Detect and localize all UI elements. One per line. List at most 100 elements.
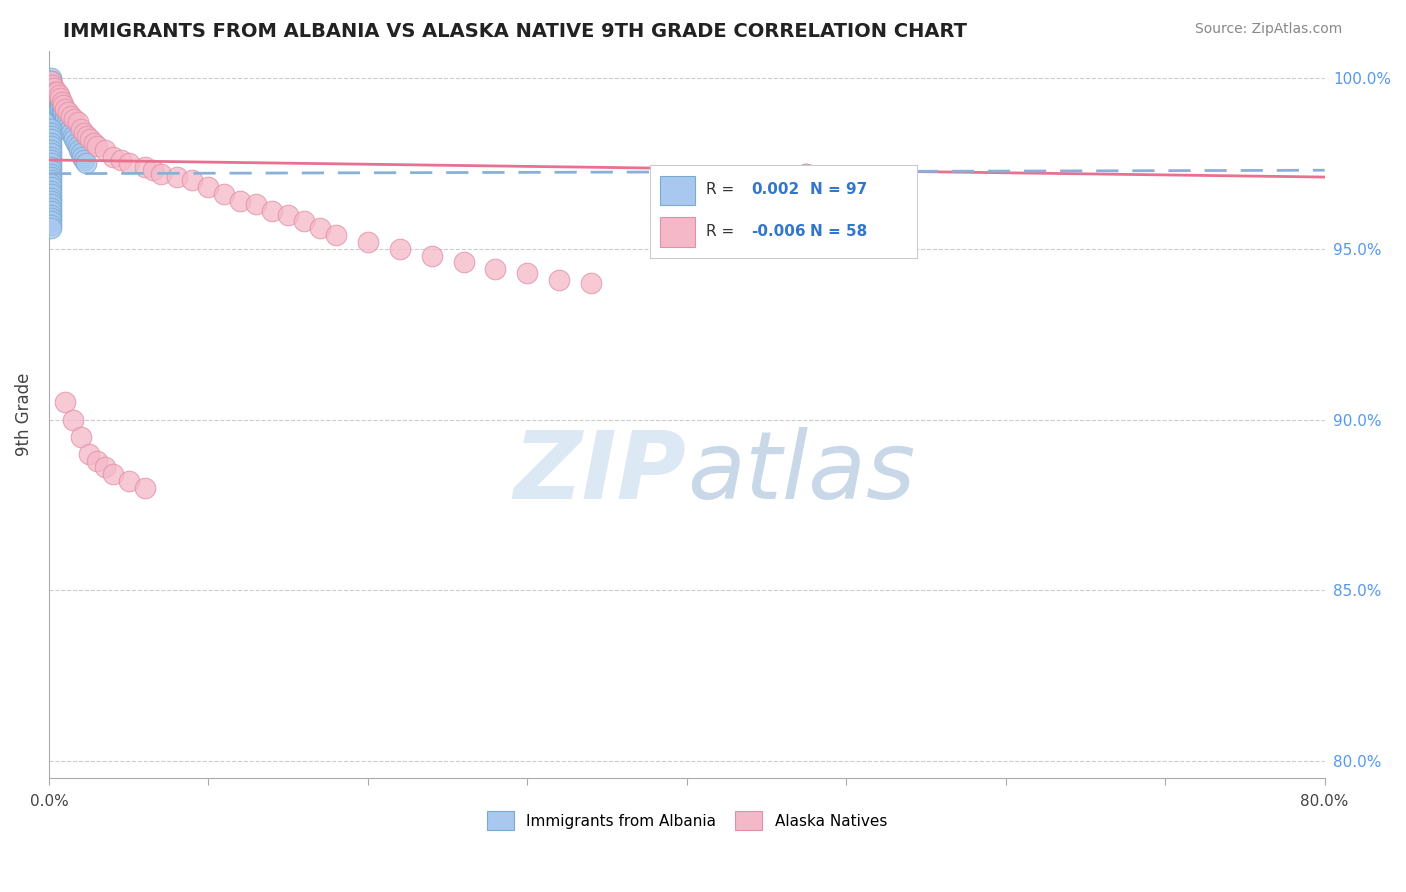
- Point: [41, 85, 63, 99]
- Point: [39, 184, 62, 198]
- Text: Source: ZipAtlas.com: Source: ZipAtlas.com: [1195, 22, 1343, 37]
- Point: [39, 81, 62, 95]
- Text: -0.006: -0.006: [751, 224, 806, 239]
- Point: [42, 98, 65, 112]
- Point: [134, 481, 156, 495]
- Point: [420, 249, 443, 263]
- Point: [277, 208, 299, 222]
- Point: [41, 88, 63, 103]
- Point: [59, 122, 82, 136]
- Point: [309, 221, 332, 235]
- Point: [39, 153, 62, 167]
- Point: [166, 169, 188, 184]
- Point: [39, 122, 62, 136]
- Point: [39, 177, 62, 191]
- Point: [48, 88, 70, 103]
- Text: ZIP: ZIP: [515, 426, 686, 518]
- Point: [86, 139, 108, 153]
- Point: [62, 129, 84, 144]
- Point: [62, 412, 84, 426]
- Point: [214, 187, 236, 202]
- Point: [39, 74, 62, 88]
- Point: [77, 447, 100, 461]
- Point: [39, 218, 62, 232]
- Point: [39, 91, 62, 105]
- Point: [42, 102, 65, 116]
- Point: [44, 88, 66, 103]
- Point: [73, 126, 96, 140]
- Point: [86, 453, 108, 467]
- Text: R =: R =: [706, 224, 734, 239]
- Point: [39, 211, 62, 225]
- Point: [41, 102, 63, 116]
- Point: [101, 150, 124, 164]
- Point: [49, 102, 72, 116]
- Point: [41, 78, 63, 92]
- Point: [70, 122, 93, 136]
- Text: N = 97: N = 97: [810, 183, 868, 197]
- Point: [39, 221, 62, 235]
- Point: [46, 95, 69, 109]
- Point: [39, 136, 62, 150]
- Point: [70, 430, 93, 444]
- Point: [56, 105, 79, 120]
- Point: [63, 132, 86, 146]
- Point: [42, 85, 65, 99]
- Point: [73, 153, 96, 167]
- Point: [70, 146, 93, 161]
- Text: atlas: atlas: [686, 427, 915, 518]
- Point: [39, 194, 62, 208]
- Point: [76, 129, 98, 144]
- Point: [39, 98, 62, 112]
- Point: [39, 78, 62, 92]
- Point: [42, 81, 65, 95]
- Point: [39, 156, 62, 170]
- Legend: Immigrants from Albania, Alaska Natives: Immigrants from Albania, Alaska Natives: [481, 805, 893, 836]
- Point: [803, 169, 825, 184]
- Point: [39, 102, 62, 116]
- Point: [262, 204, 284, 219]
- Point: [39, 180, 62, 194]
- Point: [53, 112, 76, 126]
- Point: [39, 167, 62, 181]
- Point: [60, 126, 83, 140]
- Point: [52, 98, 75, 112]
- Point: [39, 81, 62, 95]
- Point: [49, 91, 72, 105]
- Point: [42, 95, 65, 109]
- Point: [42, 91, 65, 105]
- Point: [39, 129, 62, 144]
- Point: [388, 242, 411, 256]
- Point: [39, 95, 62, 109]
- Point: [39, 190, 62, 204]
- Point: [44, 85, 66, 99]
- Point: [39, 81, 62, 95]
- Point: [197, 180, 219, 194]
- Point: [53, 395, 76, 409]
- Point: [39, 74, 62, 88]
- Point: [83, 136, 105, 150]
- Point: [44, 91, 66, 105]
- Point: [142, 163, 165, 178]
- Point: [39, 150, 62, 164]
- Point: [72, 150, 94, 164]
- Point: [53, 109, 76, 123]
- Point: [48, 98, 70, 112]
- Point: [46, 98, 69, 112]
- Point: [65, 136, 87, 150]
- Point: [53, 102, 76, 116]
- Point: [101, 467, 124, 482]
- Text: N = 58: N = 58: [810, 224, 868, 239]
- Point: [39, 98, 62, 112]
- Point: [39, 132, 62, 146]
- Point: [39, 163, 62, 178]
- Point: [357, 235, 380, 249]
- Point: [39, 139, 62, 153]
- Text: 0.002: 0.002: [751, 183, 800, 197]
- Point: [39, 160, 62, 174]
- Point: [41, 78, 63, 92]
- Point: [39, 143, 62, 157]
- Point: [39, 201, 62, 215]
- Point: [39, 95, 62, 109]
- Point: [67, 143, 90, 157]
